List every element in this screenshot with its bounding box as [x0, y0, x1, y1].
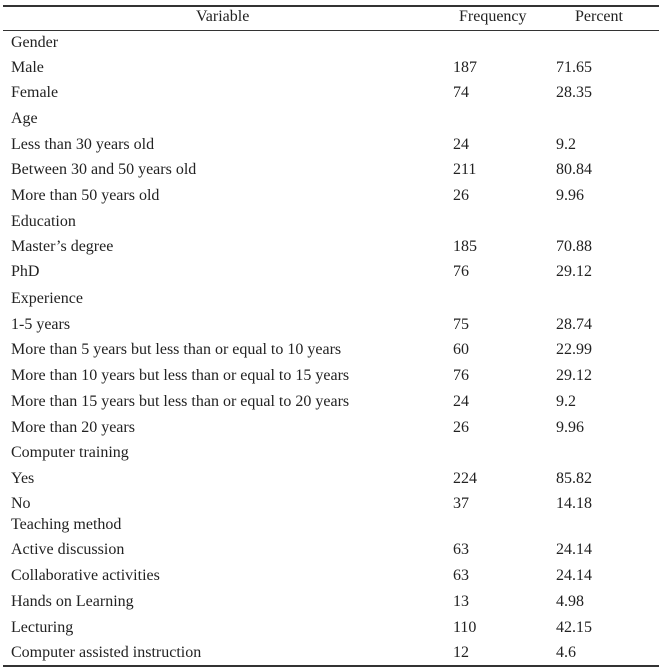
variable-label: Collaborative activities — [11, 567, 160, 584]
frequency-cell: 63 — [453, 541, 469, 558]
percent-cell: 24.14 — [556, 567, 592, 584]
percent-cell: 28.74 — [556, 316, 592, 333]
group-label: Gender — [11, 34, 59, 51]
variable-label: Active discussion — [11, 541, 125, 558]
table-row: Master’s degree 185 70.88 — [0, 235, 663, 259]
percent-cell: 22.99 — [556, 341, 592, 358]
group-header-row: Teaching method — [0, 513, 663, 537]
group-label: Education — [11, 213, 76, 230]
frequency-cell: 12 — [453, 644, 469, 661]
frequency-cell: 187 — [453, 59, 477, 76]
table-row: More than 50 years old 26 9.96 — [0, 184, 663, 208]
percent-cell: 9.2 — [556, 393, 576, 410]
group-header-row: Education — [0, 210, 663, 234]
percent-cell: 9.96 — [556, 187, 584, 204]
percent-cell: 4.6 — [556, 644, 576, 661]
frequency-cell: 224 — [453, 470, 477, 487]
group-header-row: Computer training — [0, 441, 663, 465]
table-row: More than 10 years but less than or equa… — [0, 364, 663, 388]
group-header-row: Gender — [0, 31, 663, 55]
frequency-cell: 26 — [453, 187, 469, 204]
percent-cell: 42.15 — [556, 619, 592, 636]
variable-label: Female — [11, 84, 59, 101]
table-row: Collaborative activities 63 24.14 — [0, 564, 663, 588]
percent-cell: 71.65 — [556, 59, 592, 76]
frequency-cell: 76 — [453, 367, 469, 384]
group-header-row: Age — [0, 107, 663, 131]
group-header-row: Experience — [0, 287, 663, 311]
variable-label: More than 20 years — [11, 419, 135, 436]
percent-cell: 29.12 — [556, 367, 592, 384]
column-header-percent: Percent — [575, 8, 623, 25]
group-label: Teaching method — [11, 516, 122, 533]
variable-label: More than 50 years old — [11, 187, 160, 204]
table-row: More than 5 years but less than or equal… — [0, 338, 663, 362]
table-row: Hands on Learning 13 4.98 — [0, 590, 663, 614]
percent-cell: 24.14 — [556, 541, 592, 558]
variable-label: More than 5 years but less than or equal… — [11, 341, 342, 358]
frequency-cell: 24 — [453, 136, 469, 153]
variable-label: Yes — [11, 470, 35, 487]
frequency-cell: 37 — [453, 495, 469, 512]
table-row: No 37 14.18 — [0, 492, 663, 516]
percent-cell: 80.84 — [556, 161, 592, 178]
variable-label: Lecturing — [11, 619, 74, 636]
table-top-rule — [3, 5, 659, 7]
table-row: Male 187 71.65 — [0, 56, 663, 80]
frequency-cell: 24 — [453, 393, 469, 410]
frequency-cell: 63 — [453, 567, 469, 584]
variable-label: More than 15 years but less than or equa… — [11, 393, 350, 410]
frequency-cell: 185 — [453, 238, 477, 255]
group-label: Computer training — [11, 444, 129, 461]
variable-label: No — [11, 495, 31, 512]
percent-cell: 4.98 — [556, 593, 584, 610]
column-header-variable: Variable — [196, 8, 250, 25]
variable-label: More than 10 years but less than or equa… — [11, 367, 350, 384]
variable-label: Hands on Learning — [11, 593, 134, 610]
percent-cell: 9.2 — [556, 136, 576, 153]
table-row: Less than 30 years old 24 9.2 — [0, 133, 663, 157]
variable-label: Computer assisted instruction — [11, 644, 202, 661]
table-row: More than 15 years but less than or equa… — [0, 390, 663, 414]
frequency-cell: 26 — [453, 419, 469, 436]
frequency-cell: 76 — [453, 263, 469, 280]
percent-cell: 29.12 — [556, 263, 592, 280]
table-row: 1-5 years 75 28.74 — [0, 313, 663, 337]
variable-label: Male — [11, 59, 44, 76]
frequency-cell: 60 — [453, 341, 469, 358]
frequency-cell: 74 — [453, 84, 469, 101]
percent-cell: 85.82 — [556, 470, 592, 487]
frequency-cell: 211 — [453, 161, 477, 178]
table-row: Active discussion 63 24.14 — [0, 538, 663, 562]
frequency-cell: 13 — [453, 593, 469, 610]
table-row: Computer assisted instruction 12 4.6 — [0, 641, 663, 665]
table-row: PhD 76 29.12 — [0, 260, 663, 284]
variable-label: 1-5 years — [11, 316, 71, 333]
table-row: More than 20 years 26 9.96 — [0, 416, 663, 440]
group-label: Age — [11, 110, 38, 127]
group-label: Experience — [11, 290, 83, 307]
percent-cell: 14.18 — [556, 495, 592, 512]
variable-label: Between 30 and 50 years old — [11, 161, 197, 178]
variable-label: PhD — [11, 263, 40, 280]
table-row: Between 30 and 50 years old 211 80.84 — [0, 158, 663, 182]
table-row: Female 74 28.35 — [0, 81, 663, 105]
table-row: Yes 224 85.82 — [0, 467, 663, 491]
variable-label: Master’s degree — [11, 238, 114, 255]
percent-cell: 70.88 — [556, 238, 592, 255]
variable-label: Less than 30 years old — [11, 136, 155, 153]
table-row: Lecturing 110 42.15 — [0, 616, 663, 640]
table-header-rule — [3, 30, 659, 31]
frequency-cell: 110 — [453, 619, 477, 636]
percent-cell: 9.96 — [556, 419, 584, 436]
frequency-cell: 75 — [453, 316, 469, 333]
table-bottom-rule — [3, 665, 659, 667]
column-header-frequency: Frequency — [459, 8, 527, 25]
percent-cell: 28.35 — [556, 84, 592, 101]
